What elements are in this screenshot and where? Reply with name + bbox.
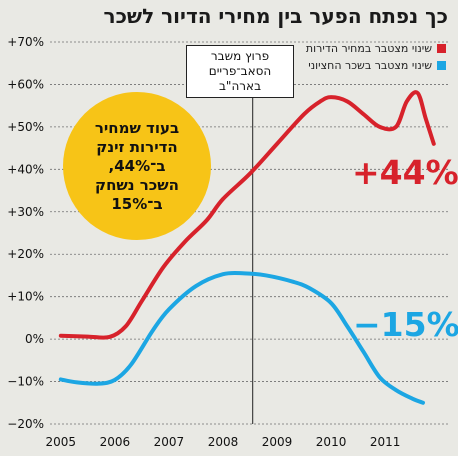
y-tick-label: +20% bbox=[7, 247, 44, 261]
housing-change-label: +44% bbox=[352, 153, 458, 192]
summary-line: הדירות זינק bbox=[96, 137, 178, 156]
wage-change-label: −15% bbox=[353, 305, 458, 344]
y-tick-label: −10% bbox=[7, 375, 44, 389]
x-tick-label: 2008 bbox=[208, 435, 239, 449]
chart-title: כך נפתח הפער בין מחירי הדיור לשכר bbox=[103, 4, 448, 28]
legend-label-housing: שינוי מצטבר במחיר הדירות bbox=[305, 42, 432, 55]
summary-line: ב־15% bbox=[111, 194, 163, 213]
crisis-annotation-line: פרוץ משבר bbox=[210, 49, 270, 63]
summary-circle: בעוד שמחיר הדירות זינק ב־44%, השכר נשחק … bbox=[63, 92, 211, 240]
y-tick-label: 0% bbox=[25, 332, 44, 346]
y-tick-label: +10% bbox=[7, 290, 44, 304]
x-tick-label: 2011 bbox=[370, 435, 401, 449]
x-tick-label: 2006 bbox=[100, 435, 131, 449]
housing-price-line bbox=[58, 90, 436, 340]
y-tick-label: −20% bbox=[7, 417, 44, 431]
x-tick-label: 2010 bbox=[316, 435, 347, 449]
median-wage-line bbox=[58, 270, 425, 405]
y-tick-label: +60% bbox=[7, 77, 44, 91]
y-tick-label: +30% bbox=[7, 205, 44, 219]
legend: שינוי מצטבר במחיר הדירות שינוי מצטבר בשכ… bbox=[306, 40, 446, 74]
crisis-annotation-line: הסאב־פריים bbox=[208, 64, 272, 78]
legend-swatch-wage bbox=[437, 61, 446, 70]
x-tick-label: 2009 bbox=[262, 435, 293, 449]
legend-item-wage: שינוי מצטבר בשכר החציוני bbox=[306, 57, 446, 74]
summary-line: בעוד שמחיר bbox=[94, 118, 180, 137]
summary-line: ב־44%, bbox=[108, 156, 166, 175]
crisis-annotation-line: בארה"ב bbox=[218, 79, 262, 93]
crisis-annotation: פרוץ משבר הסאב־פריים בארה"ב bbox=[186, 45, 294, 98]
summary-line: השכר נשחק bbox=[95, 175, 179, 194]
y-tick-label: +40% bbox=[7, 162, 44, 176]
y-tick-label: +70% bbox=[7, 35, 44, 49]
legend-label-wage: שינוי מצטבר בשכר החציוני bbox=[308, 59, 432, 72]
x-tick-label: 2005 bbox=[46, 435, 77, 449]
legend-item-housing: שינוי מצטבר במחיר הדירות bbox=[306, 40, 446, 57]
legend-swatch-housing bbox=[437, 44, 446, 53]
x-tick-label: 2007 bbox=[154, 435, 185, 449]
y-tick-label: +50% bbox=[7, 120, 44, 134]
